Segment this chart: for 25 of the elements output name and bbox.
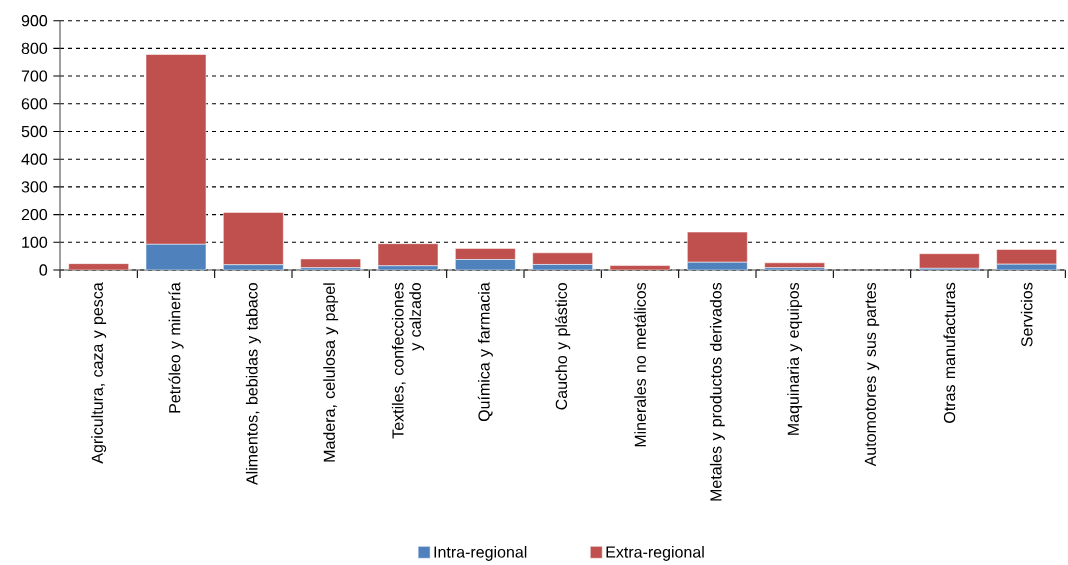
x-tick-label: Alimentos, bebidas y tabaco	[245, 282, 261, 486]
y-tick-label: 800	[21, 42, 48, 55]
legend-label: Extra-regional	[606, 545, 704, 561]
y-tick-label: 500	[21, 125, 48, 138]
x-tick-label: Textiles, confecciones y calzado	[391, 282, 425, 439]
y-tick-label: 100	[22, 236, 48, 248]
x-tick-label: Química y farmacia	[477, 282, 493, 422]
x-tick-label: Maquinaria y equipos	[787, 282, 803, 435]
x-tick-label: Agricultura, caza y pesca	[91, 282, 107, 464]
x-tick-label: Metales y productos derivados	[709, 282, 725, 501]
y-tick-label: 200	[21, 208, 48, 221]
legend-label: Intra-regional	[434, 545, 527, 561]
y-tick-label: 600	[21, 98, 48, 110]
x-tick-label: Petróleo y minería	[168, 282, 184, 413]
x-tick-label: Servicios	[1020, 282, 1033, 347]
y-tick-label: 900	[21, 15, 48, 27]
y-tick-label: 700	[21, 70, 48, 82]
x-tick-label: Caucho y plástico	[555, 282, 571, 410]
x-tick-label: Otras manufacturas	[943, 282, 956, 423]
x-tick-label: Minerales no metálicos	[634, 282, 646, 447]
y-tick-label: 400	[21, 153, 48, 165]
y-tick-label: 300	[21, 181, 48, 193]
y-tick-label: 0	[39, 264, 48, 276]
x-tick-label: Automotores y sus partes	[864, 282, 880, 467]
x-tick-label: Madera, celulosa y papel	[323, 283, 339, 462]
